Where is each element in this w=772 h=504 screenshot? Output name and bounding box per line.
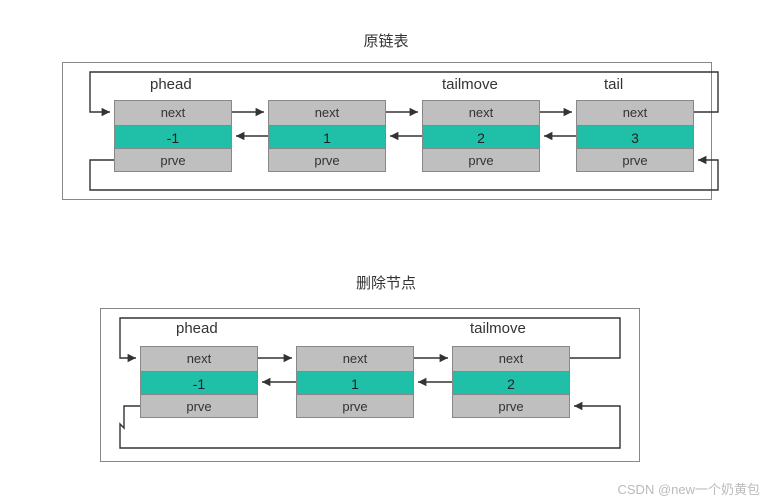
list-node: next 1 prve — [268, 100, 386, 172]
list-node: next -1 prve — [114, 100, 232, 172]
node-prve-label: prve — [297, 395, 413, 419]
node-value: 1 — [269, 125, 385, 149]
label-phead-1: phead — [150, 76, 192, 93]
node-prve-label: prve — [269, 149, 385, 173]
list-node: next 1 prve — [296, 346, 414, 418]
node-next-label: next — [269, 101, 385, 125]
node-prve-label: prve — [115, 149, 231, 173]
list-node: next 2 prve — [452, 346, 570, 418]
label-tailmove-2: tailmove — [470, 320, 526, 337]
node-next-label: next — [577, 101, 693, 125]
title-after-delete: 删除节点 — [0, 272, 772, 293]
node-value: -1 — [141, 371, 257, 395]
watermark: CSDN @new一个奶黄包 — [618, 479, 761, 498]
title-original-list: 原链表 — [0, 30, 772, 51]
list-node: next 2 prve — [422, 100, 540, 172]
label-tailmove-1: tailmove — [442, 76, 498, 93]
label-tail-1: tail — [604, 76, 623, 93]
node-value: 1 — [297, 371, 413, 395]
node-value: -1 — [115, 125, 231, 149]
node-value: 2 — [423, 125, 539, 149]
node-next-label: next — [115, 101, 231, 125]
node-next-label: next — [297, 347, 413, 371]
list-node: next 3 prve — [576, 100, 694, 172]
node-value: 3 — [577, 125, 693, 149]
node-next-label: next — [453, 347, 569, 371]
label-phead-2: phead — [176, 320, 218, 337]
node-next-label: next — [141, 347, 257, 371]
node-prve-label: prve — [423, 149, 539, 173]
node-value: 2 — [453, 371, 569, 395]
node-prve-label: prve — [453, 395, 569, 419]
node-next-label: next — [423, 101, 539, 125]
node-prve-label: prve — [141, 395, 257, 419]
node-prve-label: prve — [577, 149, 693, 173]
list-node: next -1 prve — [140, 346, 258, 418]
